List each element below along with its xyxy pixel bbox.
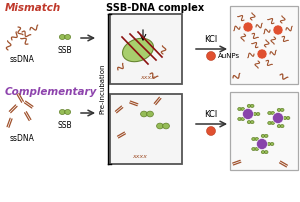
Ellipse shape [247, 104, 251, 107]
Ellipse shape [59, 109, 65, 115]
Ellipse shape [271, 112, 275, 115]
Circle shape [242, 108, 253, 120]
Text: KCl: KCl [204, 110, 218, 119]
Ellipse shape [268, 121, 271, 124]
Bar [110, 14, 182, 84]
Text: KCl: KCl [204, 35, 218, 44]
Text: SSB: SSB [58, 121, 72, 130]
Text: SSB-DNA complex: SSB-DNA complex [106, 3, 204, 13]
Text: Pre-incubation: Pre-incubation [99, 64, 105, 114]
Ellipse shape [255, 147, 259, 150]
Text: Complementary: Complementary [5, 87, 98, 97]
Bar [230, 6, 298, 84]
Text: AuNPs: AuNPs [218, 53, 240, 59]
Ellipse shape [270, 142, 274, 145]
Circle shape [272, 113, 284, 123]
Ellipse shape [238, 107, 241, 110]
Text: xxxx: xxxx [133, 154, 148, 159]
Ellipse shape [59, 35, 65, 40]
Text: ssDNA: ssDNA [10, 55, 34, 64]
Circle shape [243, 22, 253, 32]
Circle shape [206, 126, 215, 136]
Text: Mismatch: Mismatch [5, 3, 61, 13]
Ellipse shape [267, 142, 271, 145]
Ellipse shape [250, 104, 254, 107]
Ellipse shape [253, 113, 257, 116]
Ellipse shape [252, 147, 255, 150]
Ellipse shape [147, 111, 153, 117]
Ellipse shape [261, 150, 265, 154]
Ellipse shape [157, 123, 164, 129]
Ellipse shape [280, 125, 284, 128]
Circle shape [273, 25, 283, 35]
Text: ssDNA: ssDNA [10, 134, 34, 143]
Ellipse shape [163, 123, 170, 129]
Ellipse shape [283, 117, 287, 120]
Ellipse shape [238, 118, 241, 121]
Ellipse shape [286, 117, 290, 120]
Text: xxxx: xxxx [140, 75, 155, 80]
Ellipse shape [256, 113, 260, 116]
Ellipse shape [268, 112, 271, 115]
Ellipse shape [241, 118, 244, 121]
Ellipse shape [277, 125, 281, 128]
Bar [230, 92, 298, 170]
Ellipse shape [141, 111, 147, 117]
Bar [110, 94, 182, 164]
Text: SSB: SSB [58, 46, 72, 55]
Ellipse shape [252, 138, 255, 141]
Ellipse shape [264, 134, 268, 137]
Ellipse shape [271, 121, 275, 124]
Ellipse shape [65, 35, 70, 40]
Ellipse shape [264, 150, 268, 154]
Ellipse shape [277, 108, 281, 112]
Ellipse shape [247, 121, 251, 124]
Ellipse shape [280, 108, 284, 112]
Ellipse shape [122, 38, 154, 62]
Circle shape [257, 49, 267, 59]
Ellipse shape [261, 134, 265, 137]
Ellipse shape [255, 138, 259, 141]
Ellipse shape [65, 109, 70, 115]
Circle shape [206, 52, 215, 61]
Circle shape [256, 139, 268, 149]
Ellipse shape [250, 121, 254, 124]
Ellipse shape [241, 107, 244, 110]
